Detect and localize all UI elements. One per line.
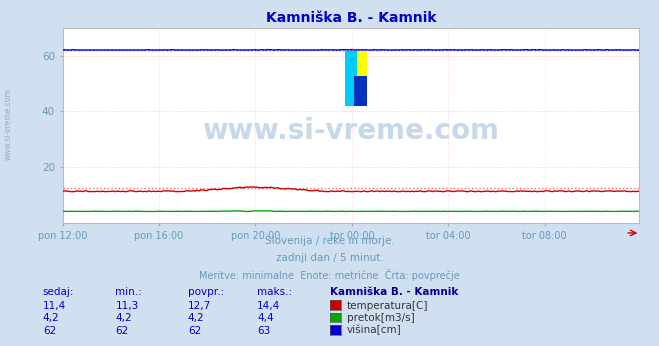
Text: 62: 62 [188,326,201,336]
Text: sedaj:: sedaj: [43,287,74,297]
Text: www.si-vreme.com: www.si-vreme.com [3,89,13,161]
Text: 63: 63 [257,326,270,336]
Text: 4,2: 4,2 [43,313,59,323]
Bar [345,51,357,106]
Text: 11,4: 11,4 [43,301,66,311]
Text: min.:: min.: [115,287,142,297]
Text: 12,7: 12,7 [188,301,211,311]
Text: 62: 62 [115,326,129,336]
Text: 62: 62 [43,326,56,336]
Text: 4,2: 4,2 [115,313,132,323]
Text: zadnji dan / 5 minut.: zadnji dan / 5 minut. [275,253,384,263]
Bar [345,51,367,106]
Bar [354,76,367,106]
Text: višina[cm]: višina[cm] [347,325,401,336]
Title: Kamniška B. - Kamnik: Kamniška B. - Kamnik [266,11,436,25]
Text: 4,2: 4,2 [188,313,204,323]
Text: temperatura[C]: temperatura[C] [347,301,428,311]
Text: povpr.:: povpr.: [188,287,224,297]
Text: maks.:: maks.: [257,287,292,297]
Text: Meritve: minimalne  Enote: metrične  Črta: povprečje: Meritve: minimalne Enote: metrične Črta:… [199,268,460,281]
Text: 11,3: 11,3 [115,301,138,311]
Text: Kamniška B. - Kamnik: Kamniška B. - Kamnik [330,287,458,297]
Text: Slovenija / reke in morje.: Slovenija / reke in morje. [264,236,395,246]
Text: pretok[m3/s]: pretok[m3/s] [347,313,415,323]
Text: 14,4: 14,4 [257,301,280,311]
Text: 4,4: 4,4 [257,313,273,323]
Text: www.si-vreme.com: www.si-vreme.com [202,117,500,145]
